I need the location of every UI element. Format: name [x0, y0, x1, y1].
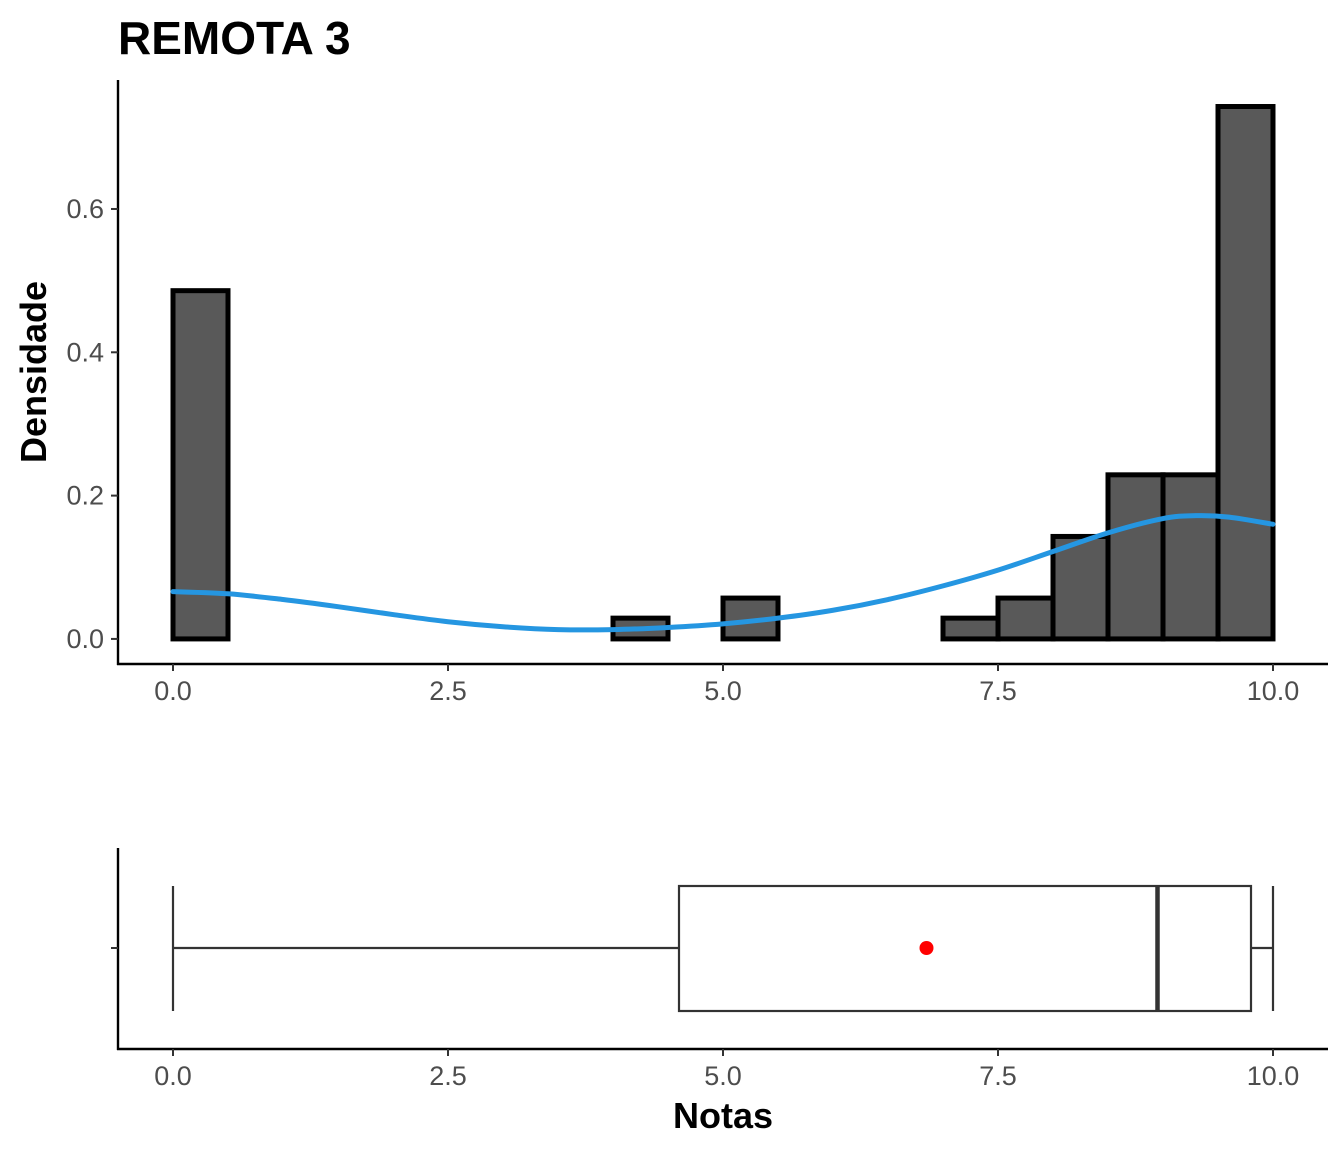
- boxplot-x-ticks: 0.0 2.5 5.0 7.5 10.0: [154, 1049, 1299, 1091]
- histogram-y-ticks: 0.0 0.2 0.4 0.6: [66, 194, 118, 654]
- boxplot-box: [677, 884, 1253, 1013]
- histogram-bar-18: [1160, 472, 1221, 642]
- box-x-tick-label-4: 10.0: [1247, 1061, 1300, 1091]
- hist-x-tick-label-4: 10.0: [1247, 676, 1300, 706]
- hist-x-tick-label-1: 2.5: [429, 676, 467, 706]
- histogram-bars: [170, 104, 1276, 642]
- y-tick-label-3: 0.6: [66, 194, 104, 224]
- histogram-x-ticks: 0.0 2.5 5.0 7.5 10.0: [154, 664, 1299, 706]
- histogram-bar-0: [170, 288, 231, 642]
- boxplot-panel: 0.0 2.5 5.0 7.5 10.0 Notas: [111, 848, 1328, 1136]
- box-x-tick-label-1: 2.5: [429, 1061, 467, 1091]
- boxplot-elements: [171, 884, 1275, 1013]
- hist-x-tick-label-0: 0.0: [154, 676, 192, 706]
- y-axis-title: Densidade: [13, 281, 54, 463]
- density-curve: [170, 513, 1276, 633]
- histogram-bar-16: [1050, 533, 1111, 642]
- histogram-bar-19: [1215, 104, 1276, 642]
- y-tick-label-0: 0.0: [66, 624, 104, 654]
- box-x-tick-label-0: 0.0: [154, 1061, 192, 1091]
- chart-title: REMOTA 3: [118, 12, 351, 64]
- hist-x-tick-label-2: 5.0: [704, 676, 742, 706]
- hist-x-tick-label-3: 7.5: [979, 676, 1017, 706]
- y-tick-label-2: 0.4: [66, 337, 104, 367]
- histogram-panel: 0.0 0.2 0.4 0.6 0.0 2.5 5.0 7.5 10.0 Densidade: [13, 80, 1328, 706]
- y-tick-label-1: 0.2: [66, 481, 104, 511]
- histogram-bar-17: [1105, 472, 1166, 642]
- histogram-bar-14: [940, 615, 1001, 642]
- x-axis-title: Notas: [673, 1095, 773, 1136]
- box-x-tick-label-2: 5.0: [704, 1061, 742, 1091]
- histogram-bar-15: [995, 595, 1056, 642]
- box-x-tick-label-3: 7.5: [979, 1061, 1017, 1091]
- boxplot-mean-point: [919, 941, 934, 955]
